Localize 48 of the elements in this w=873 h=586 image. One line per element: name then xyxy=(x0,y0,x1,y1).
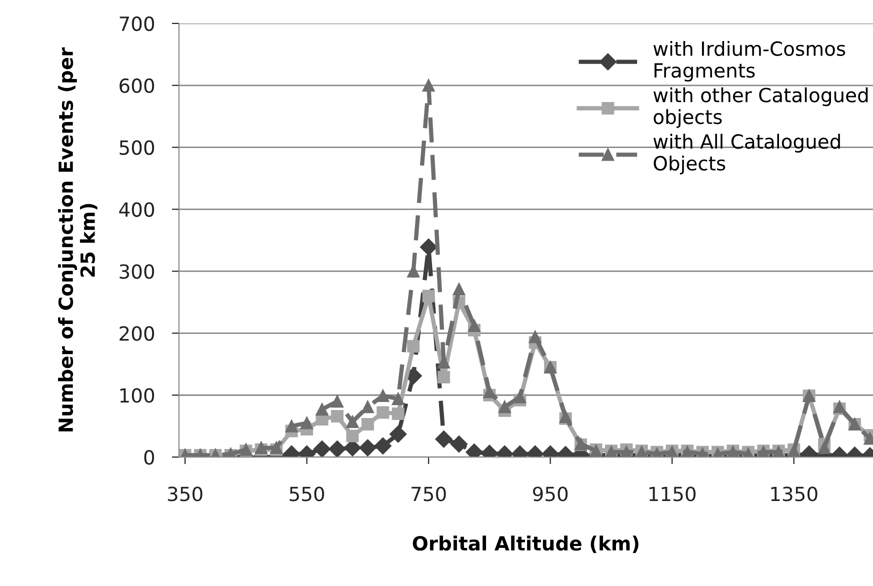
point xyxy=(328,440,346,458)
point xyxy=(359,439,376,456)
y-tick-label: 100 xyxy=(120,388,154,403)
point xyxy=(407,340,420,352)
point xyxy=(361,418,374,430)
point xyxy=(331,395,344,408)
y-tick-label: 400 xyxy=(119,202,154,217)
point xyxy=(392,392,404,406)
point xyxy=(528,330,542,344)
x-tick-label: 350 xyxy=(168,486,202,502)
point xyxy=(468,320,480,332)
point xyxy=(316,403,328,416)
point xyxy=(300,416,314,430)
point xyxy=(438,370,450,384)
y-axis-title: Number of Conjunction Events (per 25 km) xyxy=(58,47,98,432)
y-tick-label: 500 xyxy=(120,140,154,155)
point xyxy=(818,442,831,454)
point xyxy=(376,390,390,402)
x-tick-label: 1350 xyxy=(771,486,818,502)
x-axis-title: Orbital Altitude (km) xyxy=(412,536,638,553)
point xyxy=(452,282,466,296)
y-tick-label: 700 xyxy=(120,16,154,32)
legend-label: with All Catalogued Objects xyxy=(653,134,840,174)
point xyxy=(346,416,359,428)
x-tick-label: 1150 xyxy=(649,486,696,502)
y-tick-label: 600 xyxy=(120,78,154,94)
point xyxy=(374,437,392,454)
point xyxy=(313,440,331,458)
y-tick-label: 0 xyxy=(144,450,154,465)
point xyxy=(331,410,344,422)
x-tick-label: 750 xyxy=(412,486,446,502)
y-tick-label: 200 xyxy=(120,326,154,341)
y-tick-label: 300 xyxy=(120,264,154,279)
point xyxy=(285,420,298,432)
point xyxy=(420,238,438,256)
x-tick-label: 950 xyxy=(533,486,568,502)
x-tick-label: 550 xyxy=(290,486,324,502)
point xyxy=(376,406,390,419)
point xyxy=(435,430,452,448)
point xyxy=(450,436,468,453)
point xyxy=(361,400,374,414)
point xyxy=(392,407,404,420)
point xyxy=(390,426,407,443)
point xyxy=(346,430,359,442)
point xyxy=(514,390,526,404)
point xyxy=(422,290,435,302)
point xyxy=(498,400,511,414)
point xyxy=(422,79,435,92)
